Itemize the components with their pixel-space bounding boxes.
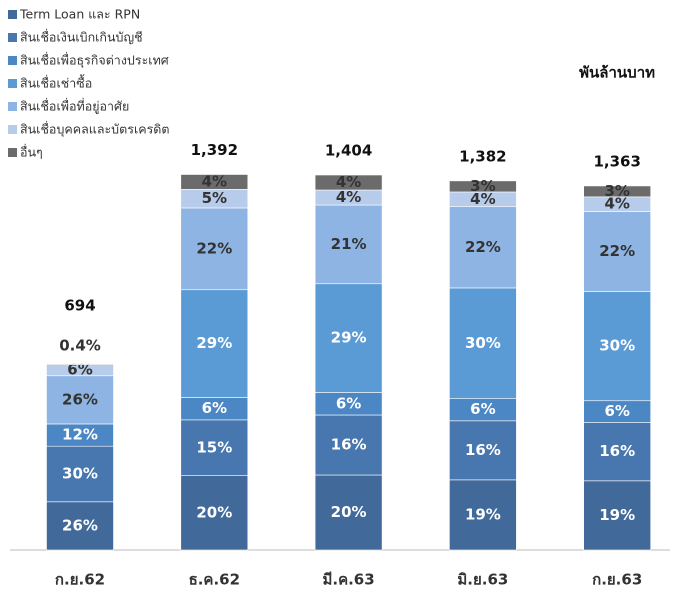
data-label: 3% — [604, 182, 629, 200]
data-label: 29% — [196, 334, 232, 352]
bar-segment — [180, 207, 249, 291]
bar-segment — [46, 501, 114, 551]
data-label: 3% — [470, 177, 495, 195]
bar-segment — [46, 375, 114, 425]
data-label: 16% — [599, 442, 635, 460]
data-label: 30% — [465, 334, 501, 352]
unit-label: พันล้านบาท — [579, 64, 655, 82]
legend-label: สินเชื่อบุคคลและบัตรเครดิต — [20, 121, 170, 138]
legend-label: สินเชื่อเงินเบิกเกินบัญชี — [20, 29, 143, 45]
bar-segment — [314, 204, 383, 285]
data-label: 22% — [196, 239, 232, 257]
bar-segment — [449, 206, 517, 289]
bar-segment — [583, 422, 652, 482]
total-label: 1,382 — [459, 147, 506, 165]
data-label: 22% — [599, 242, 635, 260]
total-label: 1,392 — [191, 141, 238, 159]
x-tick-label: ธ.ค.62 — [189, 571, 240, 589]
bar-segment — [180, 419, 249, 476]
data-label: 4% — [604, 195, 629, 213]
data-label: 4% — [470, 190, 495, 208]
bar-segment — [314, 414, 383, 476]
legend-swatch — [8, 79, 17, 88]
legend-swatch — [8, 10, 17, 19]
legend-swatch — [8, 148, 17, 157]
bar-segment — [583, 480, 652, 551]
total-label: 694 — [64, 296, 95, 314]
x-tick-label: มิ.ย.63 — [457, 571, 508, 589]
legend-swatch — [8, 33, 17, 42]
bar-segment — [314, 283, 383, 393]
x-tick-label: มี.ค.63 — [322, 571, 374, 589]
data-label: 4% — [336, 188, 361, 206]
data-label: 16% — [465, 441, 501, 459]
x-tick-label: ก.ย.63 — [592, 571, 642, 589]
data-label: 26% — [62, 390, 98, 408]
data-label: 4% — [336, 173, 361, 191]
data-label: 20% — [331, 503, 367, 521]
bar-segment — [449, 420, 517, 481]
bar-segment — [46, 363, 114, 365]
data-label: 6% — [336, 394, 361, 412]
data-label: 19% — [465, 505, 501, 523]
total-label: 1,363 — [593, 152, 640, 170]
data-label: 6% — [67, 361, 92, 379]
data-label: 21% — [331, 235, 367, 253]
bar-segment — [314, 474, 383, 551]
data-label: 6% — [202, 399, 227, 417]
bar-segment — [180, 174, 249, 190]
legend-swatch — [8, 102, 17, 111]
legend-swatch — [8, 56, 17, 65]
data-label: 6% — [604, 402, 629, 420]
bar-segment — [180, 289, 249, 398]
legend-label: Term Loan และ RPN — [19, 7, 140, 22]
total-label: 1,404 — [325, 142, 372, 160]
data-label: 15% — [196, 438, 232, 456]
legend-label: อื่นๆ — [20, 144, 43, 160]
legend-label: สินเชื่อเพื่อธุรกิจต่างประเทศ — [20, 52, 169, 69]
bar-segment — [46, 445, 114, 503]
data-label: 0.4% — [59, 336, 101, 354]
data-label: 4% — [202, 172, 227, 190]
x-tick-label: ก.ย.62 — [55, 571, 105, 589]
bar-segment — [583, 291, 652, 402]
data-label: 12% — [62, 426, 98, 444]
data-label: 29% — [331, 329, 367, 347]
data-label: 5% — [202, 189, 227, 207]
bar-segment — [449, 287, 517, 399]
data-label: 26% — [62, 516, 98, 534]
data-label: 30% — [599, 337, 635, 355]
bar-segment — [583, 185, 652, 198]
legend-label: สินเชื่อเช่าซื้อ — [20, 74, 92, 91]
data-label: 16% — [331, 436, 367, 454]
legend-swatch — [8, 125, 17, 134]
bar-segment — [449, 180, 517, 193]
legend-label: สินเชื่อเพื่อที่อยู่อาศัย — [20, 98, 129, 115]
bar-segment — [180, 475, 249, 551]
data-label: 30% — [62, 465, 98, 483]
data-label: 19% — [599, 506, 635, 524]
data-label: 22% — [465, 238, 501, 256]
data-label: 6% — [470, 400, 495, 418]
data-label: 20% — [196, 503, 232, 521]
bar-segment — [314, 174, 383, 191]
